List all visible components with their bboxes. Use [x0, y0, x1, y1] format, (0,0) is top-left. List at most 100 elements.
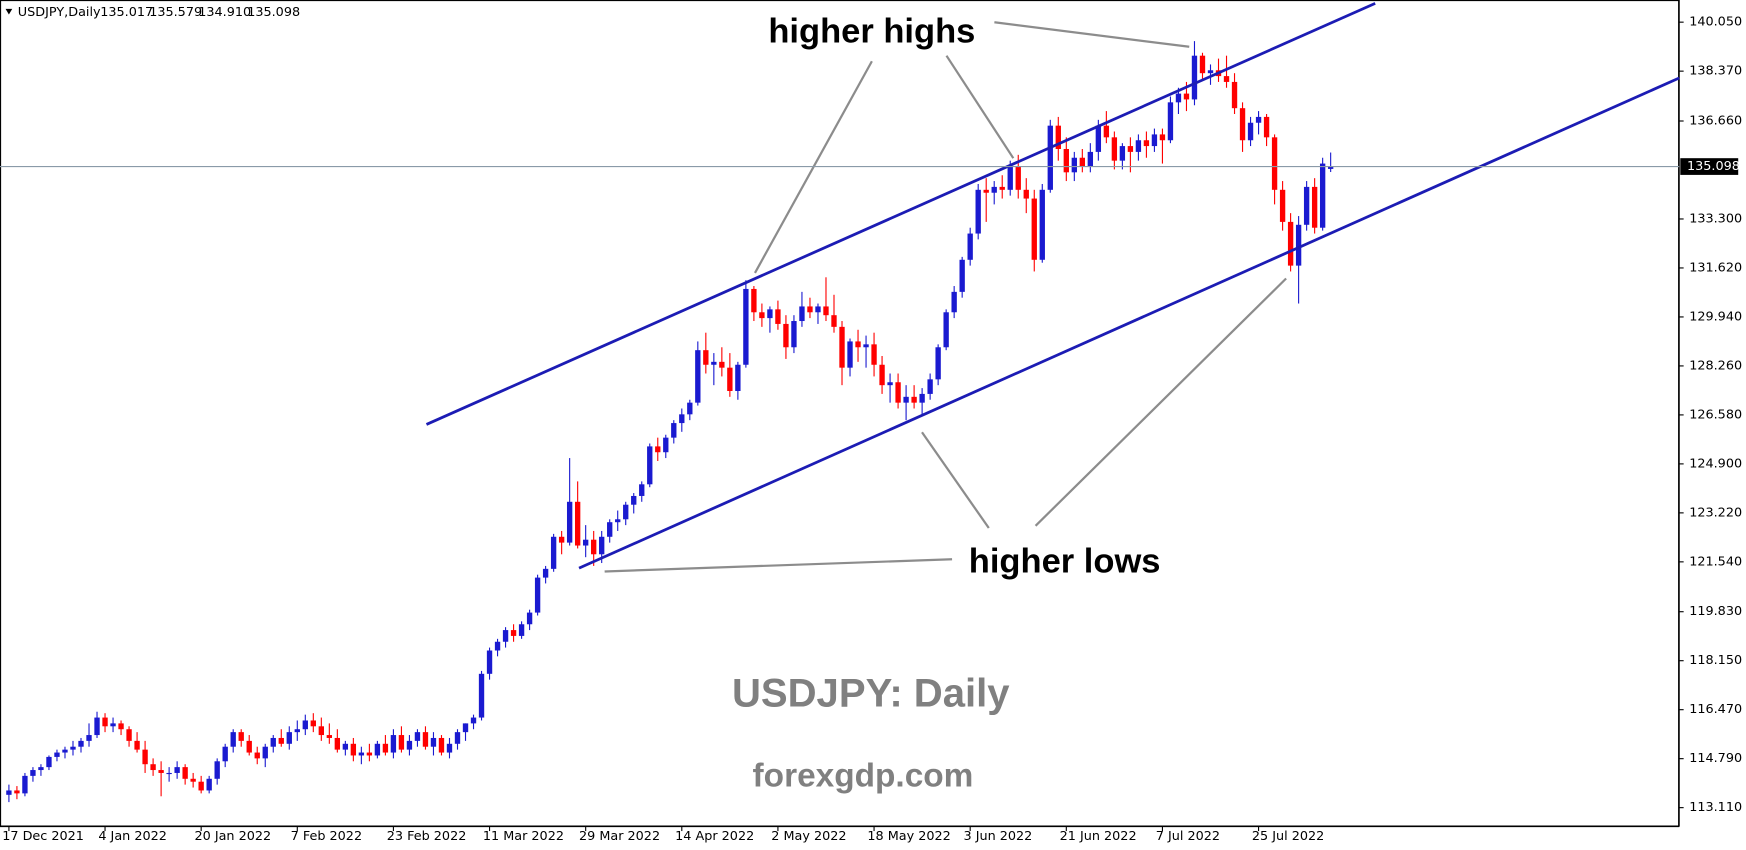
candle-body — [943, 312, 949, 348]
x-tick-label: 3 Jun 2022 — [963, 829, 1032, 844]
candle-body — [887, 382, 893, 386]
y-tick-label: 129.940 — [1689, 309, 1742, 324]
candle-body — [1143, 140, 1150, 147]
marks — [6, 41, 1334, 803]
candle-body — [783, 323, 789, 348]
candle-body — [1175, 93, 1182, 103]
y-tick-label: 118.150 — [1689, 653, 1742, 668]
candle-body — [454, 732, 461, 744]
candle-body — [807, 306, 813, 313]
candle-body — [1087, 151, 1094, 167]
candle-body — [743, 288, 749, 365]
candle-body — [1103, 125, 1110, 138]
candle-body — [1111, 137, 1118, 161]
candle-body — [30, 770, 36, 776]
candle-body — [326, 735, 333, 738]
candle-body — [919, 393, 925, 403]
candle-body — [62, 749, 68, 753]
candle-body — [310, 720, 316, 727]
y-tick-label: 128.260 — [1689, 358, 1742, 373]
candle-body — [855, 341, 861, 348]
candle-body — [767, 309, 773, 319]
candle-body — [6, 790, 12, 795]
candle-body — [615, 519, 621, 523]
y-tick-label: 140.050 — [1689, 15, 1742, 30]
y-tick-label: 113.110 — [1689, 800, 1742, 815]
pointer-line — [994, 21, 1190, 48]
candle-body — [566, 501, 573, 543]
pointer-line — [753, 60, 873, 274]
ohlc-close: 135.098 — [247, 5, 300, 20]
candle-body — [110, 723, 116, 727]
candle-body — [142, 749, 148, 765]
candle-body — [502, 630, 509, 642]
pointer-line — [604, 558, 953, 573]
candle-body — [1047, 125, 1053, 190]
candle-body — [414, 732, 421, 741]
candle-body — [422, 732, 429, 747]
candle-body — [815, 306, 821, 313]
x-tick-label: 2 May 2022 — [771, 829, 846, 844]
candle-body — [1207, 70, 1214, 74]
candle-body — [1239, 108, 1246, 141]
candle-body — [631, 495, 637, 505]
candle-body — [1231, 81, 1238, 109]
candle-body — [1311, 186, 1318, 228]
candle-body — [951, 291, 957, 313]
candle-body — [430, 737, 437, 747]
candle-body — [991, 186, 997, 193]
candle-body — [158, 770, 164, 773]
candle-body — [214, 761, 220, 779]
candle-body — [350, 743, 357, 756]
candle-body — [823, 306, 829, 316]
candle-body — [1263, 116, 1270, 138]
candle-body — [831, 315, 837, 327]
candle-body — [94, 717, 100, 736]
y-tick-label: 138.370 — [1689, 64, 1742, 79]
candle-body — [983, 189, 989, 193]
candle-body — [166, 772, 172, 775]
candle-body — [510, 630, 517, 636]
candle-body — [711, 361, 717, 365]
candle-body — [270, 737, 276, 747]
ohlc-open: 135.017 — [100, 5, 153, 20]
candle-body — [1279, 189, 1286, 222]
candle-body — [38, 767, 44, 771]
candle-body — [1199, 55, 1206, 74]
candle-body — [655, 446, 661, 453]
candle-body — [318, 726, 324, 736]
x-tick-label: 14 Apr 2022 — [675, 829, 754, 844]
candle-body — [558, 536, 565, 543]
candle-body — [102, 717, 108, 727]
candle-body — [1191, 55, 1198, 100]
candle-body — [759, 312, 765, 319]
x-tick-label: 21 Jun 2022 — [1060, 829, 1137, 844]
candle-body — [254, 752, 260, 759]
y-tick-label: 131.620 — [1689, 260, 1742, 275]
candle-body — [494, 641, 501, 651]
candle-body — [1167, 102, 1174, 141]
candle-body — [118, 723, 124, 730]
candle-body — [1319, 163, 1326, 228]
candle-body — [871, 344, 877, 365]
candle-body — [198, 781, 204, 791]
candle-body — [1247, 122, 1254, 141]
symbol-label: USDJPY,Daily — [18, 5, 101, 20]
candle-body — [687, 402, 693, 415]
candle-body — [1271, 137, 1278, 190]
candle-body — [679, 414, 685, 424]
candle-body — [302, 720, 308, 730]
pointer-line — [921, 431, 990, 529]
candle-body — [518, 624, 525, 636]
candle-body — [703, 350, 709, 365]
candle-body — [1039, 189, 1045, 260]
candle-body — [534, 577, 541, 613]
candle-body — [486, 650, 493, 674]
candle-body — [959, 259, 965, 292]
candle-body — [1023, 189, 1029, 199]
y-tick-label: 116.470 — [1689, 702, 1742, 717]
candle-body — [14, 790, 20, 794]
watermark-site: forexgdp.com — [753, 757, 974, 794]
